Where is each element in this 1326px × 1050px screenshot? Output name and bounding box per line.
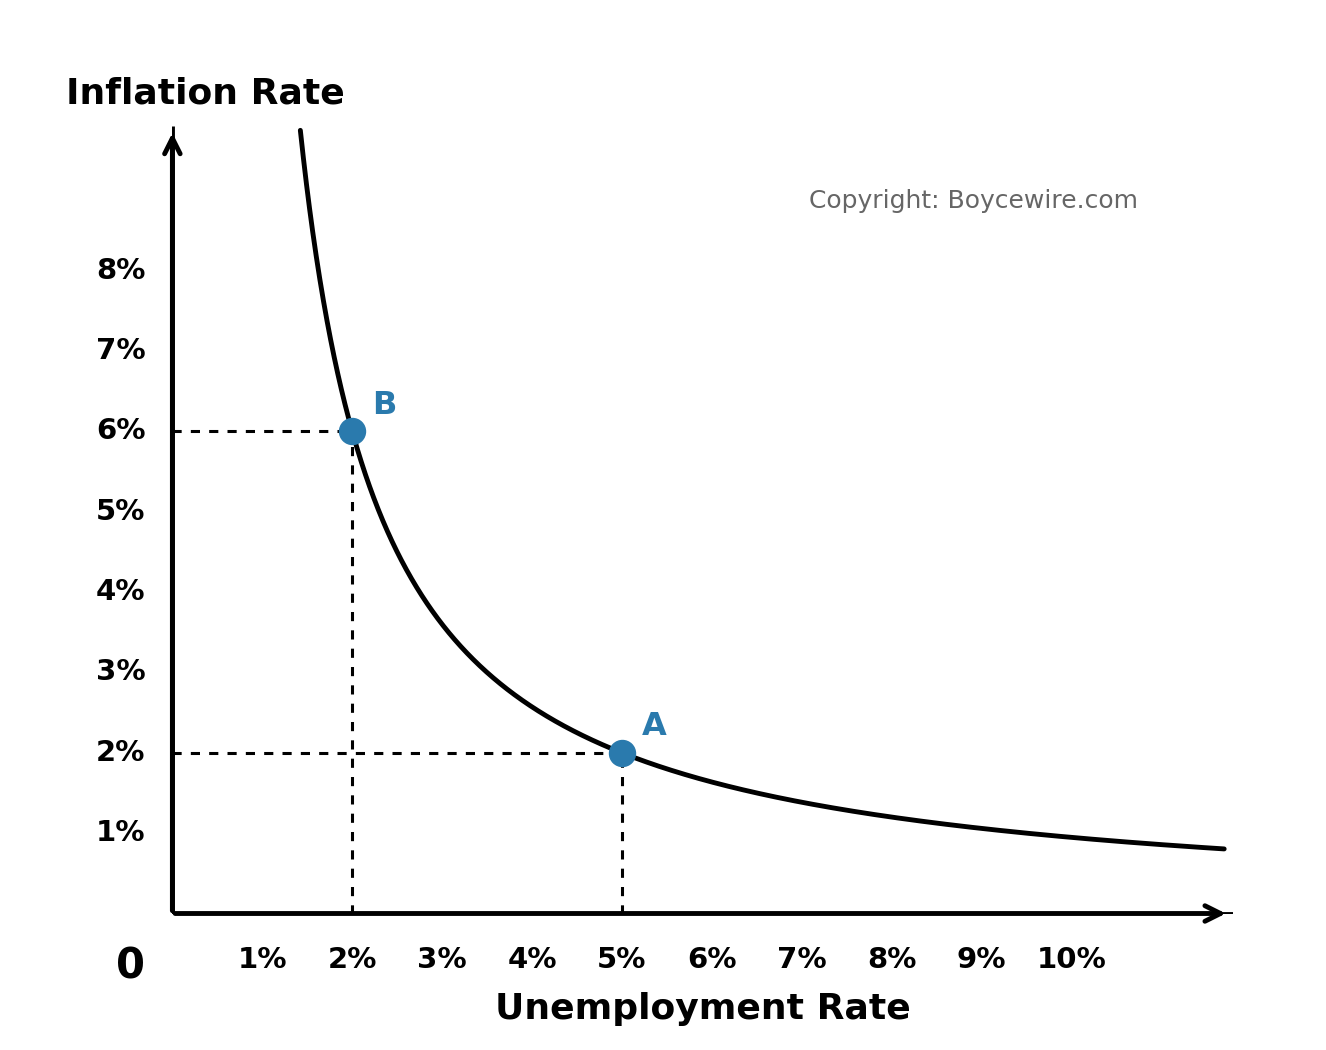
Text: 3%: 3% [418, 946, 467, 973]
Point [611, 744, 633, 761]
Text: 9%: 9% [957, 946, 1006, 973]
Text: 1%: 1% [237, 946, 286, 973]
Text: B: B [373, 390, 396, 421]
Text: 10%: 10% [1037, 946, 1106, 973]
Text: Unemployment Rate: Unemployment Rate [495, 992, 911, 1026]
Text: 7%: 7% [95, 337, 146, 365]
Point [342, 423, 363, 440]
Text: 2%: 2% [328, 946, 377, 973]
Text: A: A [642, 711, 667, 742]
Text: 1%: 1% [95, 819, 146, 847]
Text: 0: 0 [117, 946, 146, 988]
Text: 8%: 8% [867, 946, 916, 973]
Text: 5%: 5% [597, 946, 647, 973]
Text: 3%: 3% [95, 658, 146, 687]
Text: 4%: 4% [508, 946, 557, 973]
Text: 6%: 6% [95, 417, 146, 445]
Text: 2%: 2% [95, 739, 146, 766]
Text: 5%: 5% [95, 498, 146, 526]
Text: Copyright: Boycewire.com: Copyright: Boycewire.com [809, 189, 1138, 213]
Text: 6%: 6% [687, 946, 736, 973]
Text: 7%: 7% [777, 946, 826, 973]
Text: 4%: 4% [95, 579, 146, 606]
Text: Inflation Rate: Inflation Rate [66, 77, 345, 110]
Text: 8%: 8% [95, 256, 146, 285]
